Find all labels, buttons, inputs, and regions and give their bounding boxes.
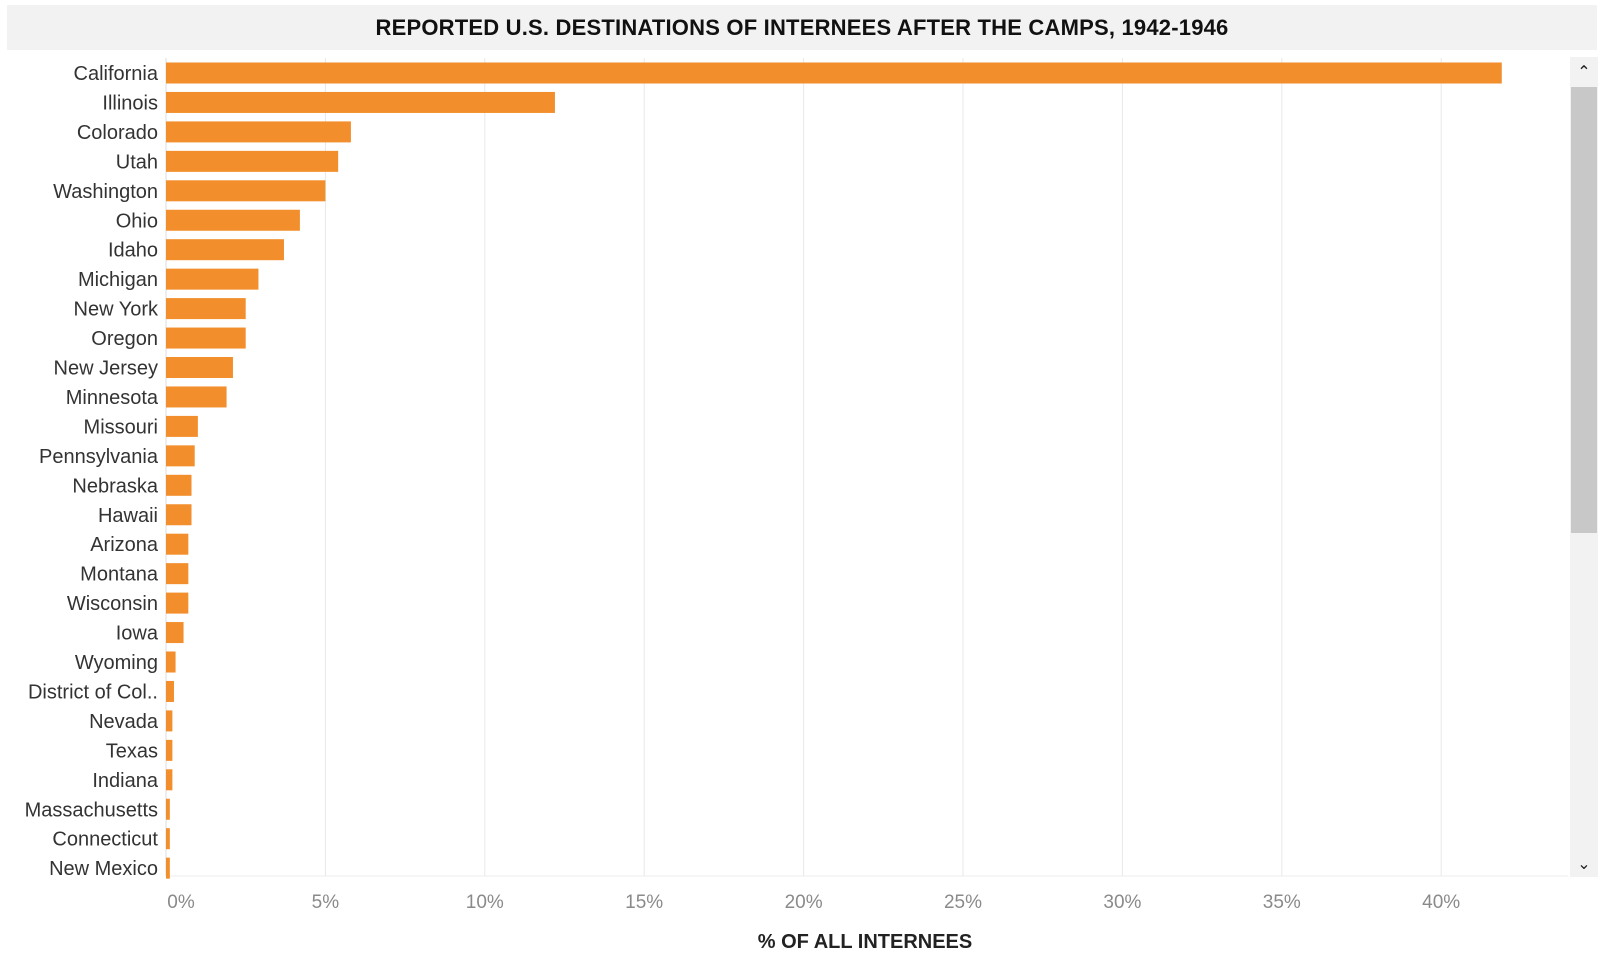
scroll-thumb[interactable] [1571, 87, 1597, 533]
bar [166, 504, 192, 526]
category-label: Minnesota [66, 387, 159, 409]
category-label: Idaho [108, 240, 158, 262]
category-label: Colorado [77, 122, 158, 144]
category-label: New Mexico [49, 858, 158, 880]
category-label: Ohio [116, 210, 158, 232]
category-label: Utah [116, 151, 158, 173]
category-label: Washington [53, 181, 158, 203]
bar [166, 474, 192, 496]
category-label: Texas [106, 740, 158, 762]
bar [166, 415, 198, 437]
bar [166, 769, 173, 791]
vertical-scrollbar[interactable]: ⌃ ⌄ [1570, 57, 1598, 877]
bar [166, 62, 1502, 84]
chevron-up-icon[interactable]: ⌃ [1577, 61, 1591, 81]
bar [166, 150, 339, 172]
bar [166, 563, 189, 585]
bar [166, 445, 195, 467]
category-label: Oregon [91, 328, 158, 350]
category-label: Nebraska [72, 475, 158, 497]
bar [166, 710, 173, 732]
category-label: Indiana [92, 770, 158, 792]
bar [166, 209, 300, 231]
category-label: Arizona [90, 534, 159, 556]
bar [166, 180, 326, 202]
x-tick-label: 10% [466, 892, 504, 913]
bar [166, 622, 184, 644]
bar [166, 91, 555, 113]
bar [166, 857, 170, 879]
x-tick-label: 15% [625, 892, 663, 913]
category-label: California [74, 63, 159, 85]
bar [166, 798, 170, 820]
chevron-down-icon[interactable]: ⌄ [1577, 853, 1591, 873]
category-label: New York [74, 299, 159, 321]
x-axis-title: % OF ALL INTERNEES [758, 931, 972, 953]
category-label: Illinois [102, 92, 158, 114]
bar [166, 828, 170, 850]
category-label: Hawaii [98, 505, 158, 527]
x-tick-label: 20% [785, 892, 823, 913]
bar [166, 386, 227, 408]
bar [166, 533, 189, 555]
category-label: Nevada [89, 711, 159, 733]
category-label: Pennsylvania [39, 446, 159, 468]
bar [166, 739, 173, 761]
category-label: Connecticut [52, 829, 158, 851]
bar [166, 592, 189, 614]
bar [166, 680, 174, 702]
bar [166, 651, 176, 673]
bar [166, 327, 246, 349]
x-tick-label: 40% [1422, 892, 1460, 913]
category-label: Massachusetts [25, 799, 158, 821]
category-label: District of Col.. [28, 681, 158, 703]
bar [166, 268, 259, 290]
bar [166, 357, 233, 378]
x-tick-label: 25% [944, 892, 982, 913]
bar [166, 121, 351, 143]
chart-title-bar: REPORTED U.S. DESTINATIONS OF INTERNEES … [7, 5, 1597, 50]
category-label: Wyoming [75, 652, 158, 674]
category-label: Iowa [116, 623, 159, 645]
category-label: Michigan [78, 269, 158, 291]
bar [166, 239, 284, 261]
x-tick-label: 30% [1103, 892, 1141, 913]
category-label: Montana [80, 564, 159, 586]
bar [166, 298, 246, 320]
x-tick-label: 35% [1263, 892, 1301, 913]
category-label: New Jersey [54, 358, 158, 380]
x-tick-label: 0% [167, 892, 195, 913]
category-label: Wisconsin [67, 593, 158, 615]
chart-title: REPORTED U.S. DESTINATIONS OF INTERNEES … [375, 14, 1229, 40]
category-label: Missouri [84, 416, 158, 438]
x-tick-label: 5% [312, 892, 340, 913]
